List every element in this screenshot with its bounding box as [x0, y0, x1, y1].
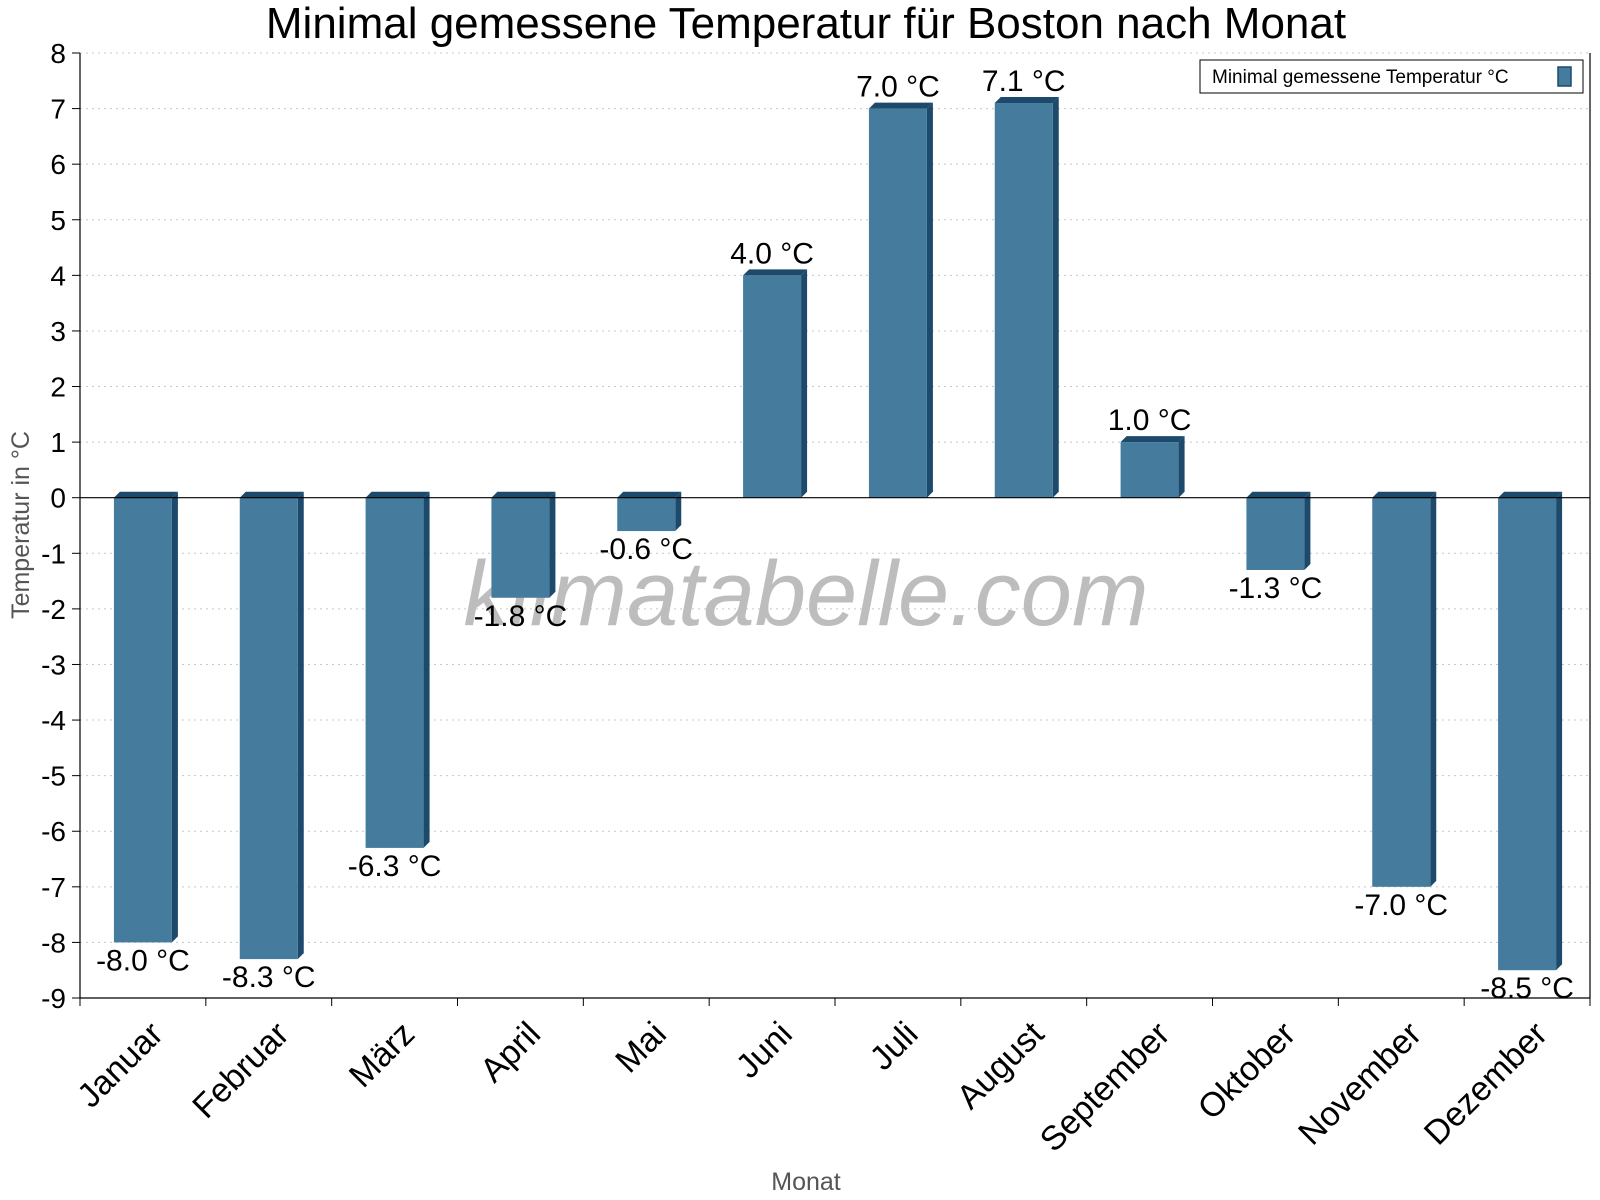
bar	[1498, 497, 1557, 971]
data-label: 7.1 °C	[982, 65, 1066, 98]
y-tick-label: -2	[41, 594, 66, 625]
bar	[994, 103, 1053, 498]
y-tick-label: 4	[50, 260, 66, 291]
data-label: -1.8 °C	[474, 600, 568, 633]
y-tick-label: -5	[41, 761, 66, 792]
y-tick-label: 1	[50, 427, 66, 458]
bar-side	[1178, 436, 1185, 498]
bar-top	[491, 491, 556, 498]
y-tick-label: -3	[41, 649, 66, 680]
bar	[1372, 497, 1431, 887]
bar-top	[113, 491, 178, 498]
y-tick-label: -9	[41, 983, 66, 1014]
bar-side	[1556, 491, 1563, 971]
bar-top	[1498, 491, 1563, 498]
bar	[743, 275, 802, 498]
legend: Minimal gemessene Temperatur °C	[1199, 59, 1584, 94]
x-tick-label: April	[473, 1015, 548, 1090]
bar-top	[365, 491, 430, 498]
y-tick-label: 6	[50, 149, 66, 180]
x-axis-label: Monat	[771, 1168, 841, 1196]
bar-side	[423, 491, 430, 848]
y-axis-label: Temperatur in °C	[7, 431, 35, 619]
bar-top	[868, 102, 933, 109]
bar-side	[1052, 97, 1059, 498]
x-tick-label: Oktober	[1191, 1015, 1303, 1127]
y-tick-label: -7	[41, 872, 66, 903]
bar-top	[1372, 491, 1437, 498]
x-tick-label: März	[342, 1015, 422, 1095]
legend-swatch	[1557, 66, 1572, 87]
bar-side	[171, 491, 178, 943]
x-tick-label: Januar	[70, 1015, 170, 1115]
bar	[365, 497, 424, 848]
data-label: -8.5 °C	[1480, 972, 1574, 1005]
bar-top	[1246, 491, 1311, 498]
watermark: klimatabelle.com	[463, 543, 1148, 645]
y-tick-label: -6	[41, 816, 66, 847]
bar	[113, 497, 172, 943]
bar-top	[617, 491, 682, 498]
bar	[491, 497, 550, 598]
x-tick-label: Juli	[863, 1015, 926, 1078]
data-label: -1.3 °C	[1229, 572, 1323, 605]
data-label: -8.0 °C	[96, 944, 190, 977]
y-tick-label: -1	[41, 538, 66, 569]
bar-side	[801, 269, 808, 498]
x-tick-label: November	[1291, 1015, 1429, 1153]
bar-side	[675, 491, 682, 532]
data-labels-layer: -8.0 °C -8.3 °C -6.3 °C -1.8 °C -0.6 °C 4.0 °…	[96, 65, 1574, 1005]
bar	[868, 108, 927, 498]
bar	[1120, 442, 1179, 498]
y-tick-label: 5	[50, 205, 66, 236]
data-label: -6.3 °C	[348, 850, 442, 883]
x-tick-label: Dezember	[1417, 1015, 1555, 1153]
y-tick-label: -4	[41, 705, 66, 736]
bar	[239, 497, 298, 960]
y-tick-label: -8	[41, 927, 66, 958]
y-tick-label: 7	[50, 94, 66, 125]
data-label: 7.0 °C	[856, 71, 940, 104]
bar-side	[1304, 491, 1311, 570]
x-tick-label: Juni	[729, 1015, 800, 1086]
y-tick-label: 0	[50, 483, 66, 514]
x-tick-label: Februar	[185, 1015, 296, 1126]
data-label: -8.3 °C	[222, 961, 316, 994]
bar-side	[297, 491, 304, 960]
bar-top	[1120, 436, 1185, 443]
x-tick-label: September	[1033, 1015, 1177, 1159]
data-label: 4.0 °C	[730, 237, 814, 270]
bar	[1246, 497, 1305, 570]
legend-box	[1199, 59, 1584, 94]
bars-layer	[113, 97, 1563, 971]
bar-top	[994, 97, 1059, 104]
bar-side	[549, 491, 556, 598]
chart-title: Minimal gemessene Temperatur für Boston …	[266, 0, 1346, 48]
y-tick-label: 2	[50, 372, 66, 403]
bar-side	[926, 102, 933, 498]
y-tick-label: 3	[50, 316, 66, 347]
data-label: 1.0 °C	[1108, 404, 1192, 437]
bar-top	[239, 491, 304, 498]
x-tick-label: Mai	[608, 1015, 674, 1081]
grid-layer	[80, 52, 1590, 999]
data-label: -7.0 °C	[1354, 889, 1448, 922]
legend-label: Minimal gemessene Temperatur °C	[1212, 67, 1509, 88]
bar	[617, 497, 676, 532]
bar-top	[743, 269, 808, 276]
bar-side	[1430, 491, 1437, 887]
data-label: -0.6 °C	[599, 533, 693, 566]
y-tick-label: 8	[50, 38, 66, 69]
x-tick-label: August	[950, 1014, 1052, 1116]
